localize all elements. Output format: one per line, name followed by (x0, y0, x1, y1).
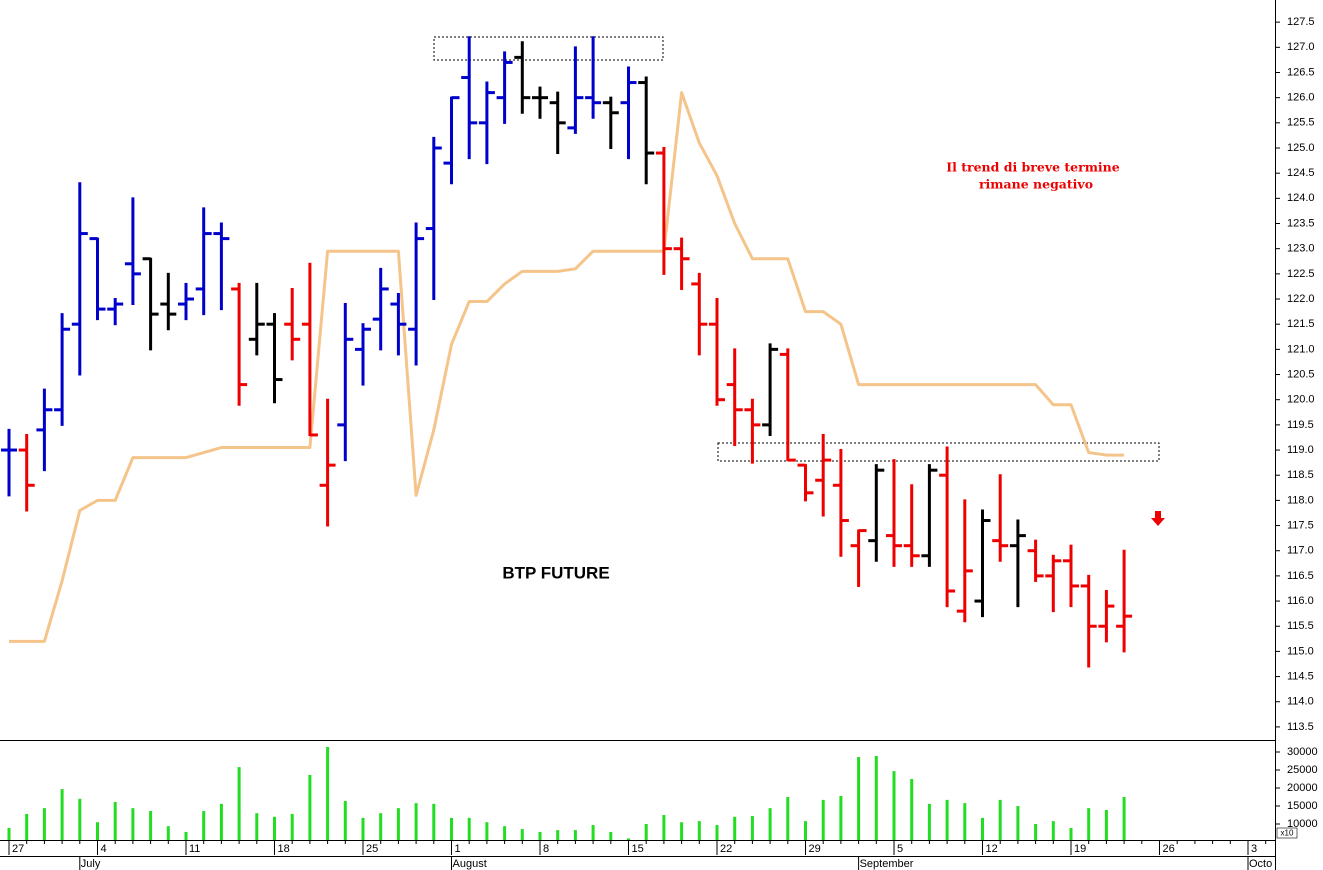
y-tick-label: 116.5 (1287, 570, 1314, 582)
x-tick-label: 15 (632, 843, 644, 855)
y-tick-label: 119.0 (1287, 444, 1314, 456)
y-tick-label: 123.0 (1287, 243, 1315, 255)
x-tick-label: 29 (809, 843, 821, 855)
y-tick-label: 119.5 (1287, 419, 1314, 431)
trail-line (9, 91, 1125, 643)
x-tick-label: 4 (101, 843, 107, 855)
y-tick-label: 115.0 (1287, 645, 1314, 657)
y-tick-label: 118.0 (1287, 494, 1314, 506)
annotation: Il trend di breve termine (946, 160, 1120, 175)
y-tick-label: 116.0 (1287, 595, 1314, 607)
y-tick-label: 114.0 (1287, 696, 1314, 708)
y2-tick-label: 10000 (1287, 818, 1318, 830)
chart-title: BTP FUTURE (502, 563, 609, 582)
x-tick-label: 11 (189, 843, 200, 855)
x-tick-label: 18 (278, 843, 290, 855)
y-tick-label: 124.5 (1287, 167, 1315, 179)
x-tick-label: 27 (12, 843, 24, 855)
y-tick-label: 115.5 (1287, 620, 1314, 632)
x-tick-label: 22 (720, 843, 732, 855)
y-tick-label: 124.0 (1287, 192, 1315, 204)
month-label: August (453, 858, 487, 870)
y-tick-label: 126.5 (1287, 66, 1315, 78)
month-label: Octo (1249, 858, 1272, 870)
resistance-box (433, 36, 664, 61)
y2-tick-label: 15000 (1287, 800, 1318, 812)
unit-box (1276, 827, 1298, 839)
y-tick-label: 120.5 (1287, 368, 1315, 380)
y-tick-label: 113.5 (1287, 721, 1314, 733)
y-tick-label: 114.5 (1287, 670, 1314, 682)
x-tick-label: 1 (455, 843, 461, 855)
x-tick-label: 26 (1163, 843, 1175, 855)
unit-label: x10 (1281, 829, 1294, 838)
y-tick-label: 127.5 (1287, 16, 1315, 28)
annotation: rimane negativo (979, 177, 1093, 192)
y2-tick-label: 25000 (1287, 764, 1318, 776)
y-tick-label: 117.0 (1287, 545, 1314, 557)
y-tick-label: 123.5 (1287, 217, 1315, 229)
y-tick-label: 120.0 (1287, 394, 1315, 406)
y-tick-label: 125.5 (1287, 117, 1315, 129)
down-arrow (1151, 511, 1165, 526)
x-tick-label: 8 (543, 843, 549, 855)
y-tick-label: 117.5 (1287, 519, 1314, 531)
support-box (717, 442, 1160, 462)
y2-tick-label: 30000 (1287, 746, 1318, 758)
y-tick-label: 126.0 (1287, 92, 1315, 104)
y-tick-label: 122.5 (1287, 268, 1315, 280)
x-tick-label: 25 (366, 843, 378, 855)
month-label: September (860, 858, 914, 870)
y-tick-label: 121.0 (1287, 343, 1315, 355)
x-tick-label: 12 (986, 843, 998, 855)
y2-tick-label: 20000 (1287, 782, 1318, 794)
y-tick-label: 125.0 (1287, 142, 1315, 154)
y-tick-label: 127.0 (1287, 41, 1315, 53)
y-tick-label: 121.5 (1287, 318, 1315, 330)
y-tick-label: 122.0 (1287, 293, 1315, 305)
month-label: July (81, 858, 101, 870)
x-tick-label: 3 (1251, 843, 1257, 855)
y-tick-label: 118.5 (1287, 469, 1314, 481)
x-tick-label: 19 (1074, 843, 1086, 855)
x-tick-label: 5 (897, 843, 903, 855)
